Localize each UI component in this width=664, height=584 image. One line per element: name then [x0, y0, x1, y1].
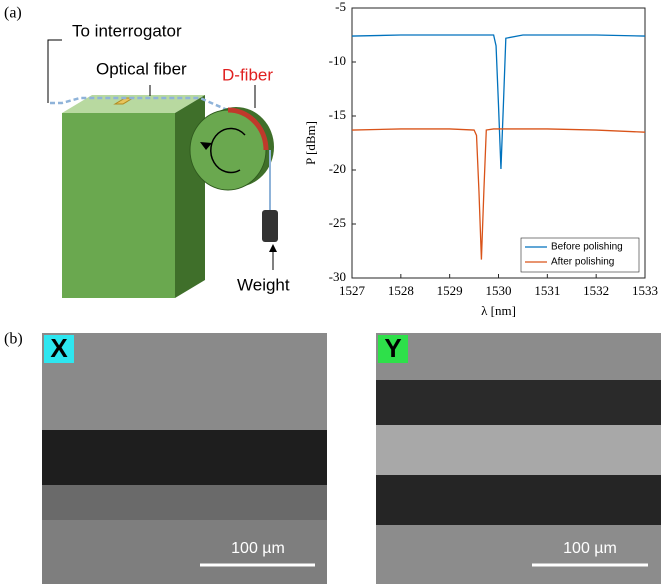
diagram-label: D-fiber: [222, 65, 273, 84]
figure: (a) (b) To interrogator Optical fiber D-…: [0, 0, 664, 584]
x-tick-label: 1530: [486, 283, 512, 298]
y-axis-label: P [dBm]: [303, 121, 318, 165]
diagram-label: To interrogator: [72, 21, 182, 40]
x-tick-label: 1532: [583, 283, 609, 298]
diagram-label: Weight: [237, 275, 290, 294]
x-tick-label: 1529: [437, 283, 463, 298]
y-tick-label: -30: [329, 269, 346, 284]
x-tick-label: 1533: [632, 283, 658, 298]
image-label: X: [50, 333, 68, 363]
diagram-label: Optical fiber: [96, 59, 187, 78]
micrograph: [376, 333, 661, 584]
x-axis-label: λ [nm]: [481, 303, 516, 318]
scale-label: 100 µm: [231, 540, 285, 557]
x-tick-label: 1531: [534, 283, 560, 298]
scale-label: 100 µm: [563, 540, 617, 557]
legend-label: After polishing: [551, 257, 614, 268]
plot-area: [352, 8, 645, 278]
image-label: Y: [384, 333, 401, 363]
y-tick-label: -5: [335, 0, 346, 14]
legend-label: Before polishing: [551, 242, 623, 253]
panel-label: (b): [4, 331, 23, 348]
panel-label: (a): [4, 5, 22, 22]
y-tick-label: -20: [329, 161, 346, 176]
y-tick-label: -15: [329, 107, 346, 122]
chart: 1527 1528 1529 1530 1531 1532 1533 -30 -25 -20 -15…: [303, 0, 658, 318]
x-tick-label: 1527: [339, 283, 366, 298]
x-tick-label: 1528: [388, 283, 414, 298]
y-tick-label: -10: [329, 53, 346, 68]
y-tick-label: -25: [329, 215, 346, 230]
